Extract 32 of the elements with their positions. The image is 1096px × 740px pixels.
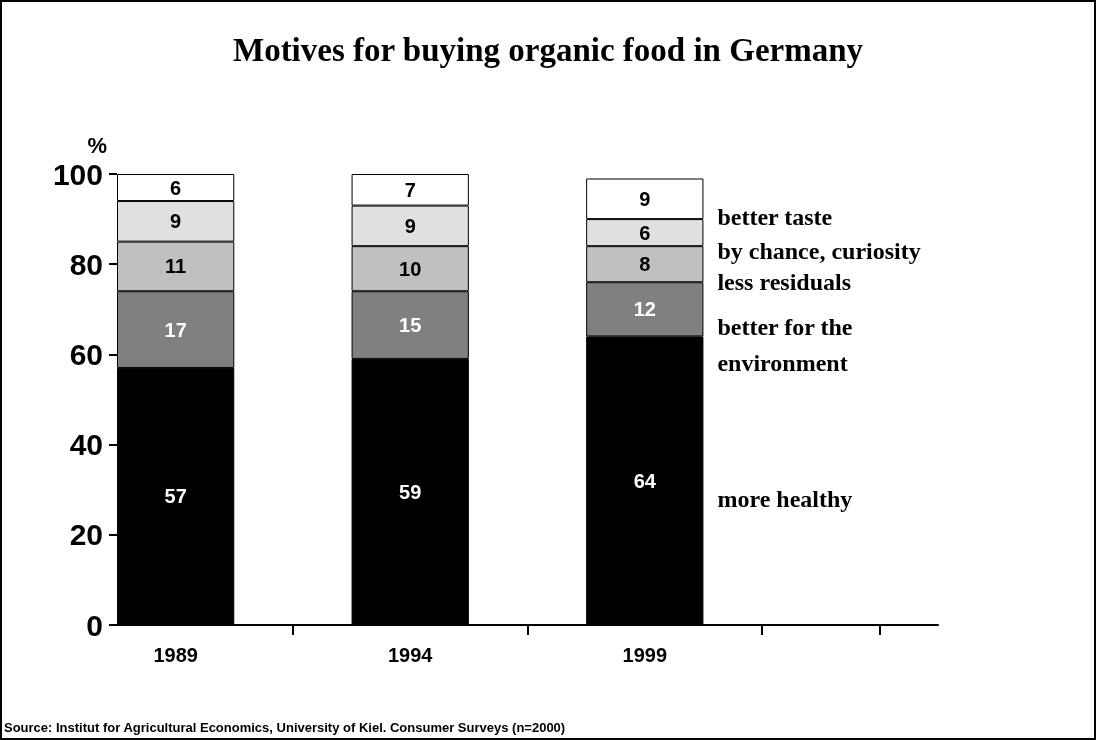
y-tick-label: 60 <box>69 337 103 371</box>
data-label: 15 <box>399 314 422 337</box>
y-tick-label: 0 <box>86 608 103 642</box>
data-label: 17 <box>164 318 187 341</box>
data-label: 10 <box>399 257 422 280</box>
data-label: 9 <box>170 210 182 233</box>
data-label: 8 <box>639 253 651 276</box>
y-tick-label: 40 <box>69 428 103 462</box>
data-label: 7 <box>404 178 416 201</box>
x-tick-label: 1999 <box>622 644 668 666</box>
data-label: 59 <box>399 480 422 503</box>
data-label: 9 <box>404 214 416 237</box>
series-label: better for the environment <box>717 314 859 377</box>
series-label: more healthy <box>717 485 853 512</box>
series-label: by chance, curiosity <box>717 237 921 264</box>
series-label: better taste <box>717 203 833 230</box>
x-tick-label: 1994 <box>387 644 434 666</box>
series-label: less residuals <box>717 269 852 296</box>
chart-title: Motives for buying organic food in Germany <box>232 31 864 68</box>
y-tick-label: 80 <box>69 247 103 281</box>
data-label: 9 <box>639 187 651 210</box>
y-axis-title: % <box>87 132 107 158</box>
y-tick-label: 20 <box>69 518 103 552</box>
data-label: 64 <box>633 469 657 492</box>
y-tick-label: 100 <box>52 157 103 191</box>
source-note: Source: Institut for Agricultural Economics, University of Kiel. Consumer Surveys (n=2000) <box>4 720 566 735</box>
x-tick-label: 1989 <box>153 644 198 666</box>
data-label: 11 <box>165 255 187 278</box>
data-label: 12 <box>633 298 656 321</box>
data-label: 6 <box>639 221 651 244</box>
data-label: 57 <box>164 485 187 508</box>
data-label: 6 <box>170 176 182 199</box>
